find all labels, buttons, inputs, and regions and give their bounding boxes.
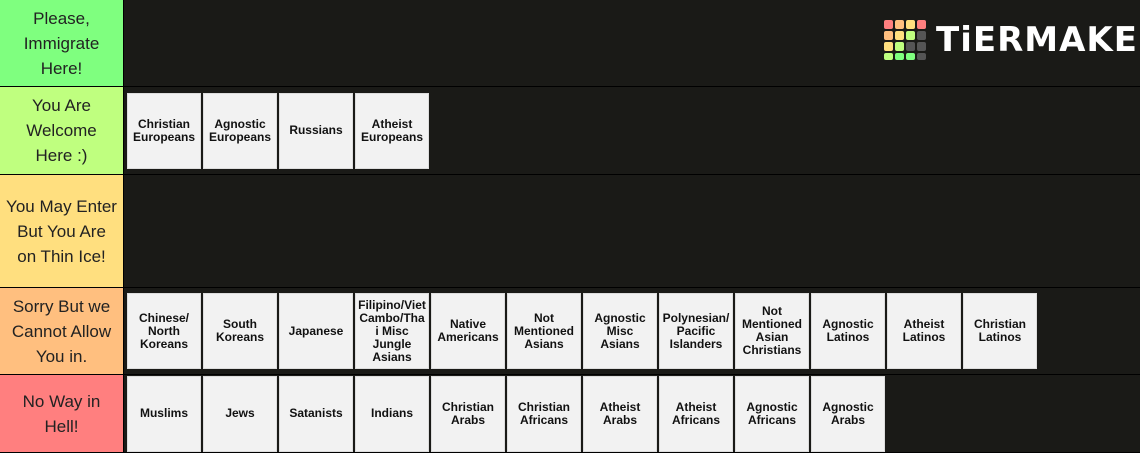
tier-row: Sorry But we Cannot Allow You in. Chinese… <box>0 288 1140 375</box>
tier-label: You May Enter But You Are on Thin Ice! <box>0 175 124 287</box>
tier-item: Filipino/Viet Cambo/Thai Misc Jungle Asi… <box>355 293 429 369</box>
logo-grid <box>884 20 926 60</box>
tier-items <box>124 175 127 287</box>
logo-text: TiERMAKER <box>936 20 1140 60</box>
tier-row: Please, Immigrate Here! <box>0 0 1140 87</box>
tier-item: Agnostic Arabs <box>811 375 885 452</box>
tier-label: You Are Welcome Here :) <box>0 87 124 174</box>
tier-item: Agnostic Latinos <box>811 293 885 369</box>
tier-item: Atheist Latinos <box>887 293 961 369</box>
tier-items: Chinese/ North Koreans South Koreans Japan… <box>124 288 1037 374</box>
tier-items: Christian Europeans Agnostic Europeans Rus… <box>124 87 429 174</box>
tier-item: Christian Arabs <box>431 375 505 452</box>
tier-item: Chinese/ North Koreans <box>127 293 201 369</box>
tier-item: Atheist Arabs <box>583 375 657 452</box>
tier-item: Japanese <box>279 293 353 369</box>
tier-items <box>124 0 127 86</box>
tier-row: You May Enter But You Are on Thin Ice! <box>0 175 1140 288</box>
tier-item: Indians <box>355 375 429 452</box>
tier-label: Please, Immigrate Here! <box>0 0 124 86</box>
tier-label: Sorry But we Cannot Allow You in. <box>0 288 124 374</box>
tier-item: Russians <box>279 92 353 169</box>
tier-item: South Koreans <box>203 293 277 369</box>
tier-item: Christian Africans <box>507 375 581 452</box>
tier-item: Atheist Africans <box>659 375 733 452</box>
tier-item: Not Mentioned Asian Christians <box>735 293 809 369</box>
tier-item: Polynesian/ Pacific Islanders <box>659 293 733 369</box>
tier-item: Agnostic Africans <box>735 375 809 452</box>
tier-item: Muslims <box>127 375 201 452</box>
logo: TiERMAKER <box>884 20 1140 60</box>
tier-label: No Way in Hell! <box>0 375 124 452</box>
tier-row: No Way in Hell! Muslims Jews Satanists India… <box>0 375 1140 453</box>
tier-item: Native Americans <box>431 293 505 369</box>
tier-item: Not Mentioned Asians <box>507 293 581 369</box>
tier-item: Christian Europeans <box>127 92 201 169</box>
tier-row: You Are Welcome Here :) Christian Europea… <box>0 87 1140 175</box>
tier-item: Agnostic Misc Asians <box>583 293 657 369</box>
tier-item: Christian Latinos <box>963 293 1037 369</box>
tier-item: Agnostic Europeans <box>203 92 277 169</box>
tier-item: Atheist Europeans <box>355 92 429 169</box>
tier-items: Muslims Jews Satanists Indians Christian Ara… <box>124 375 885 452</box>
tier-item: Satanists <box>279 375 353 452</box>
tier-item: Jews <box>203 375 277 452</box>
